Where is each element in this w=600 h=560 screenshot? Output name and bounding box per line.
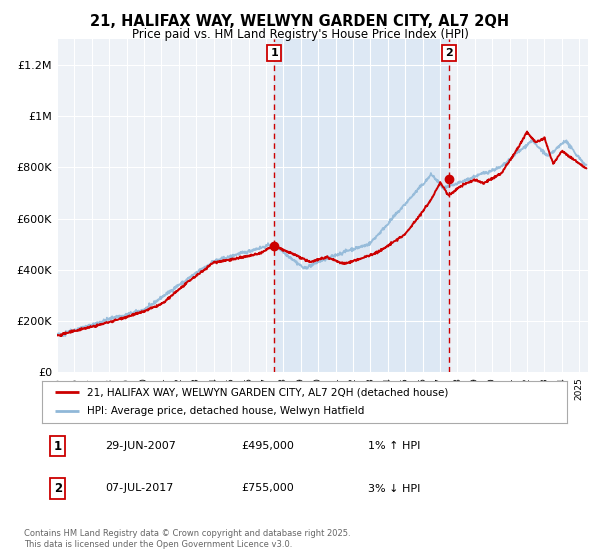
Text: 07-JUL-2017: 07-JUL-2017	[105, 483, 173, 493]
Text: 1% ↑ HPI: 1% ↑ HPI	[367, 441, 420, 451]
Text: 2: 2	[445, 48, 453, 58]
Text: 1: 1	[271, 48, 278, 58]
Text: Price paid vs. HM Land Registry's House Price Index (HPI): Price paid vs. HM Land Registry's House …	[131, 28, 469, 41]
Text: 3% ↓ HPI: 3% ↓ HPI	[367, 483, 420, 493]
Text: Contains HM Land Registry data © Crown copyright and database right 2025.
This d: Contains HM Land Registry data © Crown c…	[24, 529, 350, 549]
Text: 2: 2	[53, 482, 62, 495]
Text: 1: 1	[53, 440, 62, 453]
Text: 29-JUN-2007: 29-JUN-2007	[105, 441, 176, 451]
Text: £495,000: £495,000	[241, 441, 295, 451]
Text: £755,000: £755,000	[241, 483, 294, 493]
Bar	[274, 39, 449, 372]
Text: 21, HALIFAX WAY, WELWYN GARDEN CITY, AL7 2QH (detached house): 21, HALIFAX WAY, WELWYN GARDEN CITY, AL7…	[86, 387, 448, 397]
Text: 21, HALIFAX WAY, WELWYN GARDEN CITY, AL7 2QH: 21, HALIFAX WAY, WELWYN GARDEN CITY, AL7…	[91, 14, 509, 29]
Text: HPI: Average price, detached house, Welwyn Hatfield: HPI: Average price, detached house, Welw…	[86, 407, 364, 417]
